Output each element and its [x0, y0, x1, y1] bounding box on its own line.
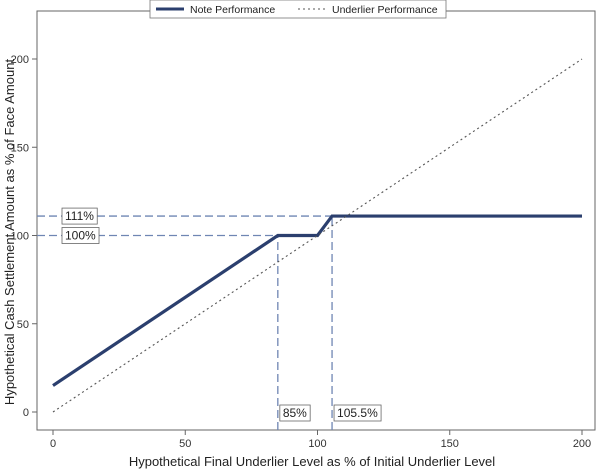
x-tick-label: 150 [441, 438, 459, 450]
legend-label: Note Performance [190, 4, 275, 16]
y-tick-label: 0 [23, 407, 29, 419]
plot-area [36, 10, 596, 431]
axis-ticks: 0 50 100 150 200 0 50 100 150 200 [11, 54, 592, 450]
y-tick-label: 100 [11, 231, 29, 243]
annotation-text: 111% [65, 209, 94, 223]
x-axis-title: Hypothetical Final Underlier Level as % … [129, 454, 495, 469]
annotation-box [61, 207, 98, 225]
underlier-performance-line [52, 58, 583, 413]
annotation-text: 100% [65, 229, 96, 243]
y-axis-title: Hypothetical Cash Settlement Amount as %… [2, 59, 17, 406]
annotation-label: 105.5% [333, 404, 382, 422]
annotation-box [279, 404, 311, 422]
series-lines [52, 58, 583, 413]
x-tick-label: 200 [573, 438, 591, 450]
y-tick-label: 50 [17, 319, 29, 331]
note-performance-line [52, 214, 582, 387]
annotation-label: 111% [61, 207, 98, 225]
plot-frame [36, 10, 596, 431]
legend-label: Underlier Performance [332, 4, 438, 16]
annotation-label: 100% [61, 227, 100, 244]
annotation-text: 105.5% [337, 406, 378, 420]
annotations: 111% 100% 85% 105.5% [61, 207, 382, 422]
annotation-text: 85% [283, 406, 307, 420]
x-tick-label: 100 [308, 438, 326, 450]
y-tick-label: 200 [11, 54, 29, 66]
y-tick-label: 150 [11, 142, 29, 154]
annotation-label: 85% [279, 404, 311, 422]
annotation-box [333, 404, 382, 422]
annotation-box [61, 227, 100, 244]
x-tick-label: 0 [50, 438, 56, 450]
legend: Note Performance Underlier Performance [149, 0, 447, 19]
x-tick-label: 50 [179, 438, 191, 450]
